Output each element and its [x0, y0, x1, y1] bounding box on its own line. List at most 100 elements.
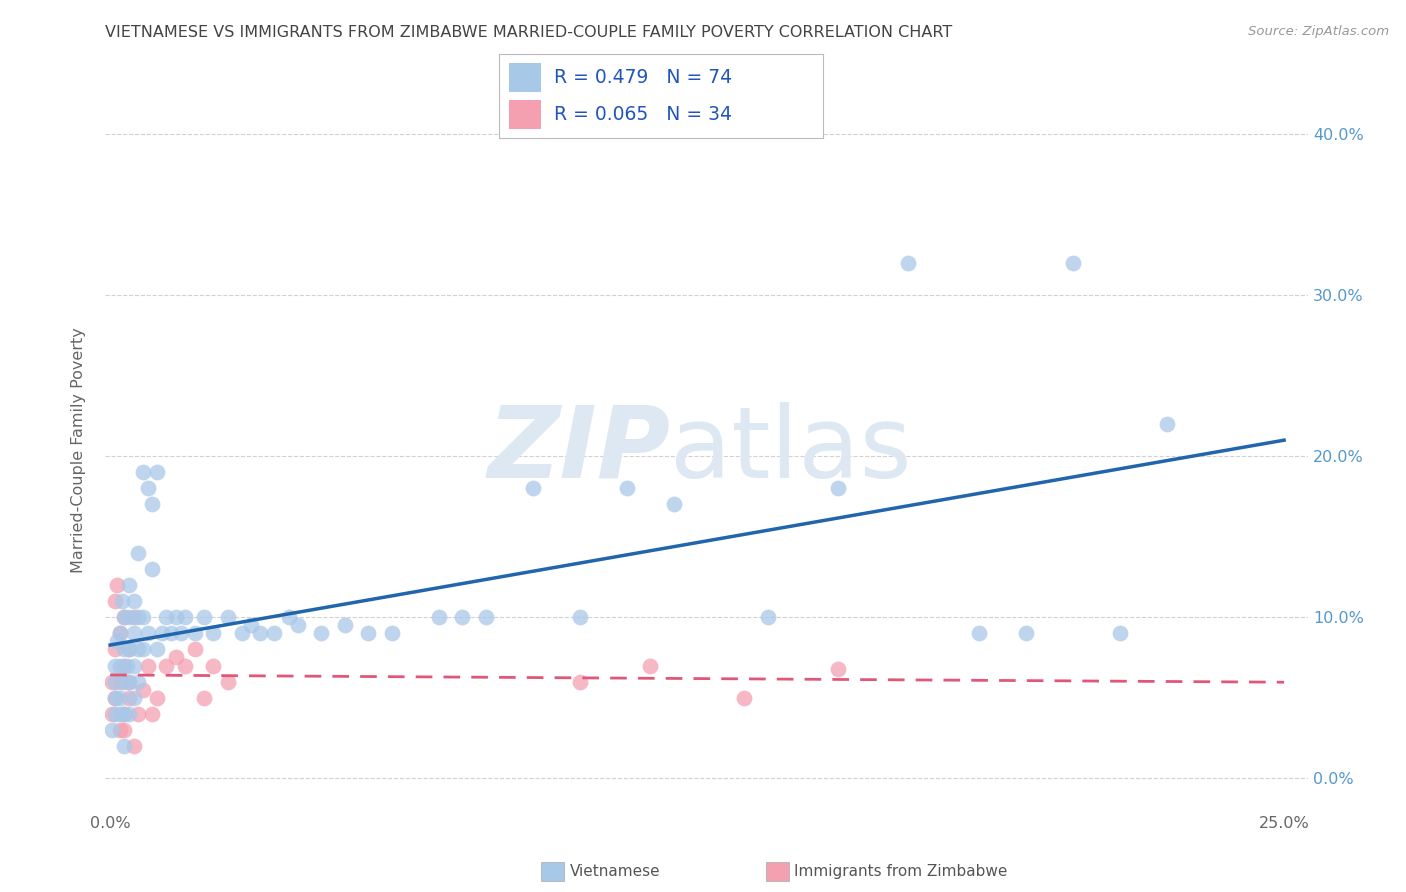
Point: [112, 723, 135, 737]
Text: Immigrants from Zimbabwe: Immigrants from Zimbabwe: [794, 864, 1008, 879]
Point: [136, 626, 159, 640]
Point: [1156, 417, 1178, 431]
Point: [568, 674, 591, 689]
Point: [100, 706, 122, 721]
Point: [756, 610, 779, 624]
Point: [146, 690, 169, 705]
Point: [475, 610, 498, 624]
Point: [108, 723, 131, 737]
Point: [427, 610, 450, 624]
Point: [155, 658, 177, 673]
Point: [160, 626, 183, 640]
Point: [118, 610, 141, 624]
Point: [311, 626, 333, 640]
Point: [108, 690, 131, 705]
Point: [136, 658, 159, 673]
Point: [104, 658, 127, 673]
Point: [127, 674, 149, 689]
Point: [1062, 256, 1084, 270]
Point: [122, 610, 145, 624]
Point: [638, 658, 661, 673]
Point: [522, 481, 544, 495]
Point: [122, 626, 145, 640]
Point: [118, 642, 141, 657]
Y-axis label: Married-Couple Family Poverty: Married-Couple Family Poverty: [72, 327, 86, 574]
Point: [174, 610, 197, 624]
Point: [897, 256, 920, 270]
Point: [115, 658, 138, 673]
Point: [165, 650, 187, 665]
Point: [240, 618, 263, 632]
Point: [263, 626, 285, 640]
Point: [141, 706, 163, 721]
Point: [141, 562, 163, 576]
Point: [112, 658, 135, 673]
Point: [827, 662, 849, 676]
Point: [111, 594, 134, 608]
Text: R = 0.065   N = 34: R = 0.065 N = 34: [554, 105, 733, 124]
Point: [108, 658, 131, 673]
Point: [101, 674, 124, 689]
Point: [112, 642, 135, 657]
Point: [122, 658, 145, 673]
Point: [104, 690, 127, 705]
Point: [104, 642, 127, 657]
Point: [616, 481, 638, 495]
Point: [104, 690, 127, 705]
Point: [150, 626, 173, 640]
Point: [381, 626, 404, 640]
Bar: [509, 62, 541, 92]
Point: [249, 626, 271, 640]
Point: [277, 610, 299, 624]
Point: [193, 690, 215, 705]
Point: [733, 690, 755, 705]
Point: [101, 723, 124, 737]
Point: [104, 706, 127, 721]
Point: [202, 626, 225, 640]
Point: [118, 690, 141, 705]
Point: [155, 610, 177, 624]
Point: [108, 706, 131, 721]
Point: [967, 626, 990, 640]
Point: [132, 642, 155, 657]
Point: [136, 481, 159, 495]
Point: [112, 739, 135, 753]
Text: R = 0.479   N = 74: R = 0.479 N = 74: [554, 68, 733, 87]
Point: [112, 610, 135, 624]
Point: [127, 610, 149, 624]
Point: [146, 465, 169, 479]
Point: [105, 578, 128, 592]
Point: [118, 578, 141, 592]
Point: [451, 610, 474, 624]
Point: [1108, 626, 1130, 640]
Point: [112, 674, 135, 689]
Text: Source: ZipAtlas.com: Source: ZipAtlas.com: [1249, 25, 1389, 38]
Point: [231, 626, 253, 640]
Point: [122, 594, 145, 608]
Point: [127, 642, 149, 657]
Point: [118, 674, 141, 689]
Point: [169, 626, 191, 640]
Point: [827, 481, 849, 495]
Point: [112, 706, 135, 721]
Point: [105, 634, 128, 648]
Point: [132, 610, 155, 624]
Point: [108, 674, 131, 689]
Point: [112, 610, 135, 624]
Text: Vietnamese: Vietnamese: [569, 864, 659, 879]
Text: ZIP: ZIP: [488, 402, 671, 499]
Point: [127, 706, 149, 721]
Point: [357, 626, 380, 640]
Point: [287, 618, 309, 632]
Point: [108, 626, 131, 640]
Point: [122, 739, 145, 753]
Point: [112, 706, 135, 721]
Point: [568, 610, 591, 624]
Point: [132, 465, 155, 479]
Point: [104, 594, 127, 608]
Text: VIETNAMESE VS IMMIGRANTS FROM ZIMBABWE MARRIED-COUPLE FAMILY POVERTY CORRELATION: VIETNAMESE VS IMMIGRANTS FROM ZIMBABWE M…: [105, 25, 953, 40]
Point: [122, 690, 145, 705]
Point: [333, 618, 356, 632]
Point: [174, 658, 197, 673]
Point: [202, 658, 225, 673]
